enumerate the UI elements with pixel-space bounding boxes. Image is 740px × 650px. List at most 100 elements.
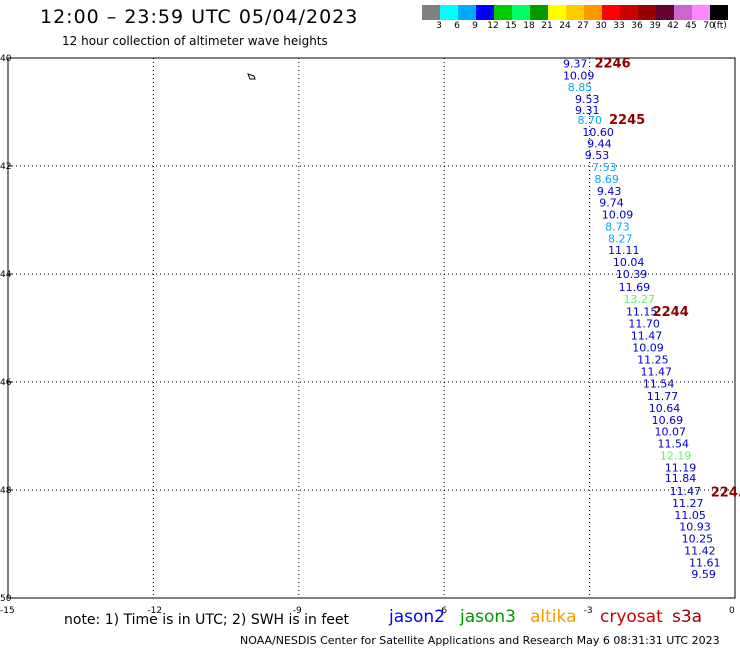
swh-value: 10.04 (613, 256, 645, 269)
legend-label: (ft) (713, 21, 727, 31)
legend-label: 24 (559, 21, 571, 31)
footer-credit: NOAA/NESDIS Center for Satellite Applica… (240, 634, 720, 647)
pass-time-label: 2244 (653, 305, 689, 320)
legend-swatch (602, 5, 620, 20)
legend-swatch (620, 5, 638, 20)
lon-tick-label: -15 (0, 606, 15, 616)
swh-value: 12.19 (660, 449, 692, 462)
legend-label: 70 (703, 21, 715, 31)
lat-tick-label: 48 (0, 486, 12, 496)
swh-value: 10.93 (679, 521, 711, 534)
legend-swatch (674, 5, 692, 20)
lat-tick-label: 40 (0, 54, 12, 64)
swh-value: 11.54 (643, 378, 675, 391)
legend-label: 45 (685, 21, 697, 31)
swh-value: 10.09 (632, 341, 664, 354)
lat-tick-label: 44 (0, 270, 12, 280)
swh-value: 11.77 (647, 390, 679, 403)
swh-value: 10.39 (616, 268, 648, 281)
legend-swatch (440, 5, 458, 20)
swh-value: 11.61 (689, 556, 721, 569)
swh-value: 9.74 (599, 197, 624, 210)
legend-swatch (458, 5, 476, 20)
swh-value: 9.31 (575, 104, 600, 117)
legend-label: 18 (523, 21, 535, 31)
swh-value: 8.70 (577, 114, 602, 127)
legend-label: 6 (454, 21, 460, 31)
satellite-cryosat: cryosat (600, 607, 663, 627)
swh-value: 11.70 (628, 318, 660, 331)
legend-swatch (584, 5, 602, 20)
lon-tick-label: -3 (584, 606, 593, 616)
swh-value: 11.27 (672, 497, 704, 510)
swh-value: 9.53 (575, 93, 600, 106)
legend-label: 42 (667, 21, 679, 31)
swh-value: 8.27 (608, 232, 633, 245)
legend-label: 15 (505, 21, 517, 31)
swh-value: 8.85 (568, 81, 593, 94)
swh-value: 10.64 (649, 402, 681, 415)
island-outline (247, 73, 256, 80)
legend-label: 3 (436, 21, 442, 31)
legend-label: 39 (649, 21, 661, 31)
map-subtitle: 12 hour collection of altimeter wave hei… (62, 34, 328, 48)
legend-swatch (494, 5, 512, 20)
swh-value: 10.25 (682, 533, 714, 546)
swh-value: 11.47 (631, 330, 663, 343)
swh-value: 9.44 (587, 137, 612, 150)
legend-swatch (476, 5, 494, 20)
legend-swatch (656, 5, 674, 20)
swh-value: 8.73 (605, 220, 630, 233)
swh-value: 9.43 (597, 185, 622, 198)
swh-value: 10.09 (602, 209, 634, 222)
swh-value: 11.42 (684, 544, 716, 557)
legend-label: 30 (595, 21, 607, 31)
swh-value: 11.47 (670, 485, 702, 498)
legend-swatch (422, 5, 440, 20)
swh-value: 11.47 (640, 366, 672, 379)
swh-value: 11.54 (657, 438, 689, 451)
lon-tick-label: 0 (729, 606, 735, 616)
legend-label: 27 (577, 21, 589, 31)
satellite-jason2: jason2 (389, 607, 445, 627)
legend-swatch (548, 5, 566, 20)
swh-value: 13.27 (624, 293, 656, 306)
satellite-altika: altika (530, 607, 577, 627)
lat-tick-label: 46 (0, 378, 12, 388)
legend-label: 9 (472, 21, 478, 31)
lat-tick-label: 50 (0, 594, 12, 604)
swh-value: 10.60 (582, 126, 614, 139)
legend-swatch (710, 5, 728, 20)
swh-value: 9.37 (563, 57, 588, 70)
swh-value: 11.84 (665, 472, 697, 485)
lon-tick-label: -12 (147, 606, 162, 616)
swh-value: 11.15 (626, 305, 658, 318)
legend-label: 36 (631, 21, 643, 31)
satellite-s3a: s3a (672, 607, 703, 627)
swh-value: 11.11 (608, 244, 640, 257)
map-frame (7, 57, 736, 599)
swh-value: 9.59 (691, 568, 716, 581)
legend-swatch (692, 5, 710, 20)
swh-value: 11.25 (637, 353, 669, 366)
swh-value: 11.05 (674, 509, 706, 522)
swh-value: 7.53 (592, 161, 617, 174)
pass-time-label: 2246 (594, 56, 630, 71)
satellite-jason3: jason3 (460, 607, 516, 627)
legend-label: 21 (541, 21, 553, 31)
swh-value: 10.07 (655, 426, 687, 439)
legend-swatch (530, 5, 548, 20)
map-title: 12:00 – 23:59 UTC 05/04/2023 (40, 6, 359, 28)
lon-tick-label: -6 (438, 606, 447, 616)
lat-tick-label: 42 (0, 162, 11, 172)
swh-value: 10.69 (652, 414, 684, 427)
swh-value: 11.69 (619, 281, 651, 294)
swh-value: 11.19 (665, 461, 697, 474)
legend-swatch (512, 5, 530, 20)
legend-swatch (566, 5, 584, 20)
lon-tick-label: -9 (293, 606, 302, 616)
pass-time-label: 2245 (609, 113, 645, 128)
legend-label: 12 (487, 21, 499, 31)
